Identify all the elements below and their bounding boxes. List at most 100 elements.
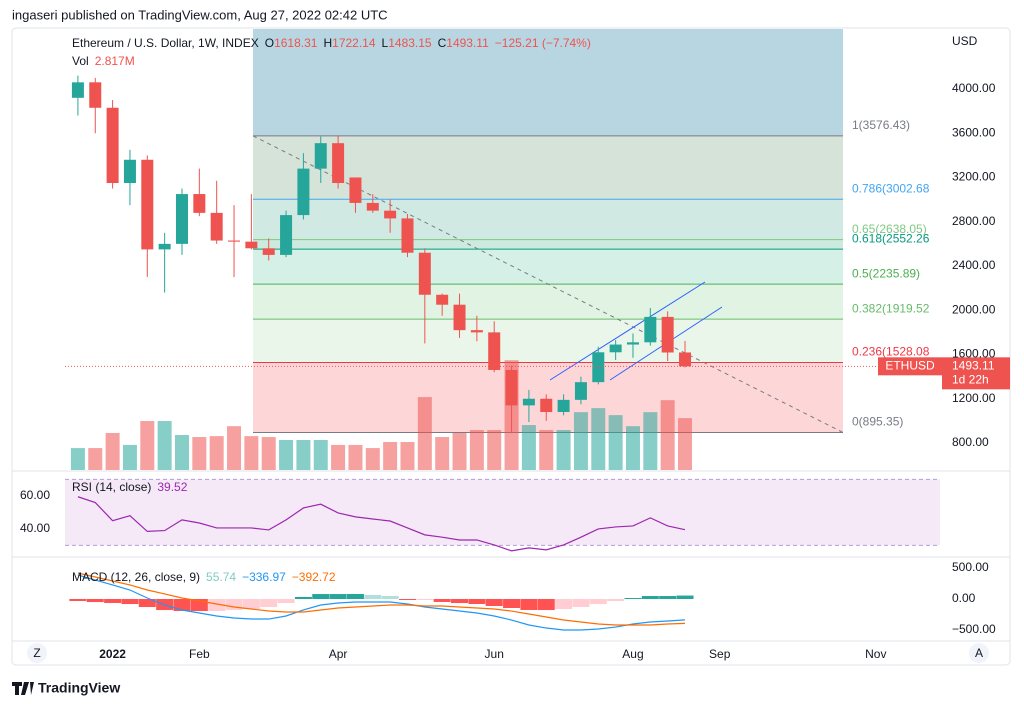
legend-item: 1483.15 bbox=[388, 36, 432, 50]
fib-zone bbox=[253, 319, 843, 363]
macd-histogram-bar bbox=[641, 596, 659, 599]
volume-bar bbox=[140, 421, 155, 470]
fib-label: 0.786(3002.68 bbox=[852, 181, 930, 195]
candle-body bbox=[280, 215, 293, 255]
legend: RSI (14, close) 39.52 bbox=[72, 480, 188, 494]
candle-body bbox=[592, 352, 605, 383]
candle-body bbox=[123, 159, 136, 184]
macd-histogram-bar bbox=[555, 599, 573, 609]
legend-item: C bbox=[438, 36, 447, 50]
volume-bar bbox=[192, 437, 207, 470]
fib-label: 0(895.35) bbox=[852, 415, 903, 429]
legend: Vol 2.817M bbox=[72, 54, 135, 68]
fib-zone bbox=[253, 239, 843, 250]
legend-item: RSI (14, close) bbox=[72, 480, 151, 494]
fib-label: 1(3576.43) bbox=[852, 118, 910, 132]
axis-unit: USD bbox=[952, 34, 978, 48]
candle-body bbox=[297, 168, 310, 216]
legend-item: H bbox=[323, 36, 332, 50]
logo bbox=[12, 682, 34, 695]
channel-line bbox=[549, 281, 706, 381]
macd-histogram-bar bbox=[607, 599, 625, 602]
macd-histogram-bar bbox=[225, 599, 243, 610]
macd-tick-label: −500.00 bbox=[952, 622, 996, 636]
legend-item: L bbox=[382, 36, 389, 50]
volume-bar bbox=[417, 397, 432, 470]
macd-histogram-bar bbox=[277, 599, 295, 603]
y-tick-label: 3200.00 bbox=[952, 170, 996, 184]
y-tick-label: 1200.00 bbox=[952, 391, 996, 405]
signal-line bbox=[77, 572, 686, 626]
volume-bar bbox=[174, 435, 189, 470]
legend-item: Vol bbox=[72, 54, 89, 68]
y-tick-label: 2000.00 bbox=[952, 302, 996, 316]
macd-histogram-bar bbox=[659, 596, 677, 599]
trend-line bbox=[252, 135, 844, 433]
macd-histogram-bar bbox=[537, 599, 555, 611]
macd-histogram-bar bbox=[381, 595, 399, 599]
volume-bar bbox=[539, 430, 554, 470]
fib-label: 0.618(2552.26 bbox=[852, 231, 930, 245]
macd-histogram-bar bbox=[589, 599, 607, 605]
macd-histogram-bar bbox=[520, 599, 538, 610]
button[interactable] bbox=[969, 643, 989, 663]
macd-histogram-bar bbox=[503, 599, 521, 608]
legend-item: MACD (12, 26, close, 9) bbox=[72, 570, 200, 584]
chart: 1(3576.43) 0.786(3002.68 0.65(2638.05)0.61… bbox=[20, 29, 1010, 661]
candle-body bbox=[141, 159, 154, 250]
macd-line bbox=[77, 574, 686, 631]
volume-bar bbox=[296, 439, 311, 470]
macd-histogram-bar bbox=[398, 599, 416, 600]
legend-item: −125.21 (−7.74%) bbox=[495, 36, 591, 50]
volume-bar bbox=[521, 425, 536, 470]
candle-body bbox=[158, 243, 171, 250]
volume-bar bbox=[313, 439, 328, 470]
candle-body bbox=[262, 248, 275, 255]
volume-bar bbox=[660, 400, 675, 470]
volume-bar bbox=[331, 444, 346, 470]
rsi-band bbox=[65, 479, 940, 546]
candle-body bbox=[418, 252, 431, 295]
macd-histogram-bar bbox=[121, 599, 139, 605]
candle-body bbox=[349, 177, 362, 203]
volume-bar bbox=[556, 430, 571, 470]
button[interactable] bbox=[27, 643, 47, 663]
candle-body bbox=[366, 202, 379, 211]
macd-histogram-bar bbox=[312, 594, 330, 599]
volume-bar bbox=[643, 412, 658, 470]
volume-bar bbox=[209, 436, 224, 470]
candle-body bbox=[89, 82, 102, 108]
volume-bar bbox=[469, 430, 484, 470]
candle-body bbox=[679, 352, 692, 367]
candle-body bbox=[574, 382, 587, 400]
volume-bar bbox=[487, 430, 502, 470]
x-tick-label: Sep bbox=[709, 647, 731, 661]
fib-zone bbox=[253, 199, 843, 240]
legend-item: −392.72 bbox=[292, 570, 336, 584]
price-tag bbox=[942, 357, 1010, 390]
legend-item: 1722.14 bbox=[332, 36, 376, 50]
volume-bar bbox=[435, 437, 450, 470]
candle-body bbox=[314, 143, 327, 169]
button-label[interactable]: Z bbox=[33, 646, 40, 660]
volume-bar bbox=[70, 448, 85, 470]
candle-body bbox=[228, 240, 241, 242]
fib-zone bbox=[253, 362, 843, 433]
y-tick-label: 4000.00 bbox=[952, 81, 996, 95]
macd-histogram-bar bbox=[329, 594, 347, 599]
symbol-tag-label: ETHUSD bbox=[885, 358, 935, 372]
candle-body bbox=[175, 194, 188, 244]
volume-bar bbox=[122, 444, 137, 470]
candle-body bbox=[626, 342, 639, 345]
fib-zone bbox=[253, 249, 843, 285]
fib-zone bbox=[253, 29, 843, 136]
candle-body bbox=[436, 294, 449, 305]
candle-body bbox=[661, 316, 674, 353]
volume-bar bbox=[279, 439, 294, 470]
header: ingaseri published on TradingView.com, A… bbox=[12, 7, 388, 22]
candle-body bbox=[522, 398, 535, 406]
y-tick-label: 2400.00 bbox=[952, 258, 996, 272]
fib-zone bbox=[253, 284, 843, 320]
button-label[interactable]: A bbox=[975, 646, 983, 660]
